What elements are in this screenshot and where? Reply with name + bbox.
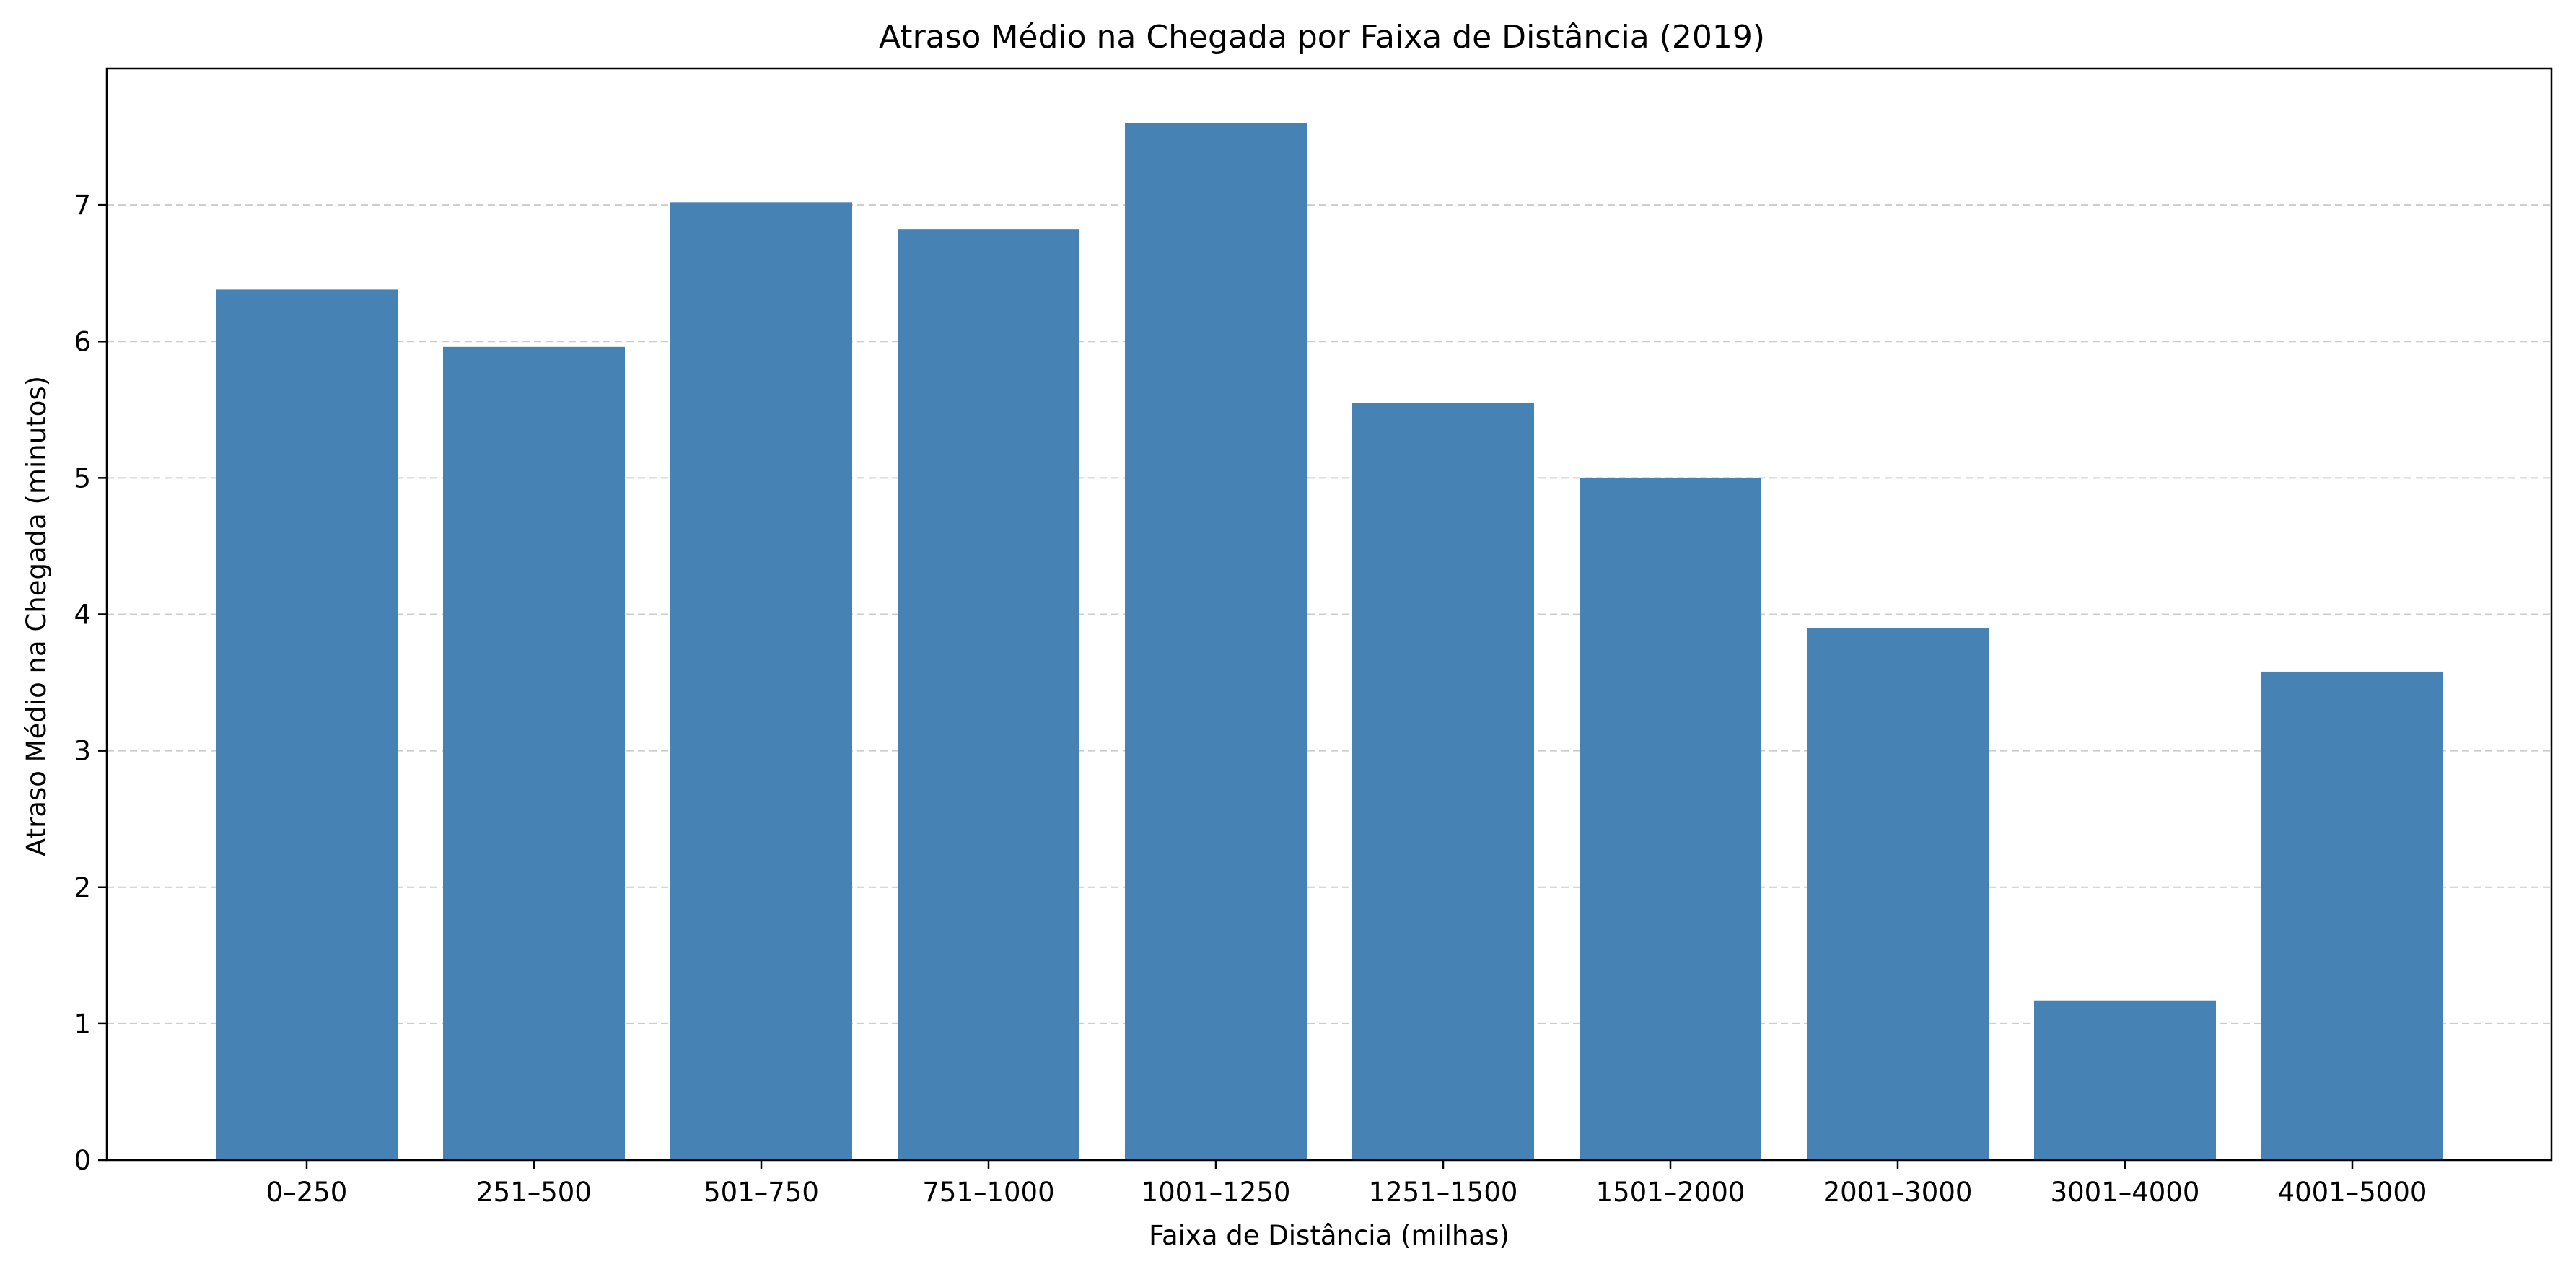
y-tick-label: 1 (74, 1009, 91, 1040)
bar (2034, 1000, 2216, 1160)
bar (216, 289, 398, 1160)
y-tick-label: 2 (74, 872, 91, 903)
x-tick-label: 1001–1250 (1142, 1177, 1291, 1208)
bar (670, 202, 852, 1160)
x-tick-label: 1501–2000 (1596, 1177, 1745, 1208)
y-axis-ticks: 0 1 2 3 4 5 6 7 (74, 190, 107, 1176)
chart-title: Atraso Médio na Chegada por Faixa de Dis… (879, 19, 1765, 56)
y-tick-label: 5 (74, 462, 91, 493)
x-tick-label: 1251–1500 (1369, 1177, 1518, 1208)
x-tick-label: 3001–4000 (2051, 1177, 2200, 1208)
x-tick-label: 501–750 (704, 1177, 819, 1208)
y-axis-label: Atraso Médio na Chegada (minutos) (21, 376, 52, 856)
x-axis-label: Faixa de Distância (milhas) (1149, 1220, 1510, 1251)
y-tick-label: 4 (74, 600, 91, 631)
bar (1125, 123, 1307, 1160)
x-tick-label: 751–1000 (922, 1177, 1054, 1208)
bar (2261, 671, 2443, 1160)
y-tick-label: 3 (74, 736, 91, 767)
x-tick-label: 4001–5000 (2278, 1177, 2427, 1208)
x-tick-label: 0–250 (266, 1177, 348, 1208)
x-tick-label: 251–500 (476, 1177, 592, 1208)
x-axis-ticks: 0–250 251–500 501–750 751–1000 1001–1250 1251… (266, 1160, 2427, 1208)
bars (216, 123, 2443, 1161)
x-tick-label: 2001–3000 (1823, 1177, 1973, 1208)
bar (1807, 628, 1989, 1160)
bar (1580, 478, 1761, 1160)
bar (443, 346, 625, 1161)
y-tick-label: 0 (74, 1145, 91, 1176)
bar (1352, 403, 1534, 1161)
y-tick-label: 7 (74, 190, 91, 221)
bar (898, 229, 1079, 1161)
y-tick-label: 6 (74, 326, 91, 357)
